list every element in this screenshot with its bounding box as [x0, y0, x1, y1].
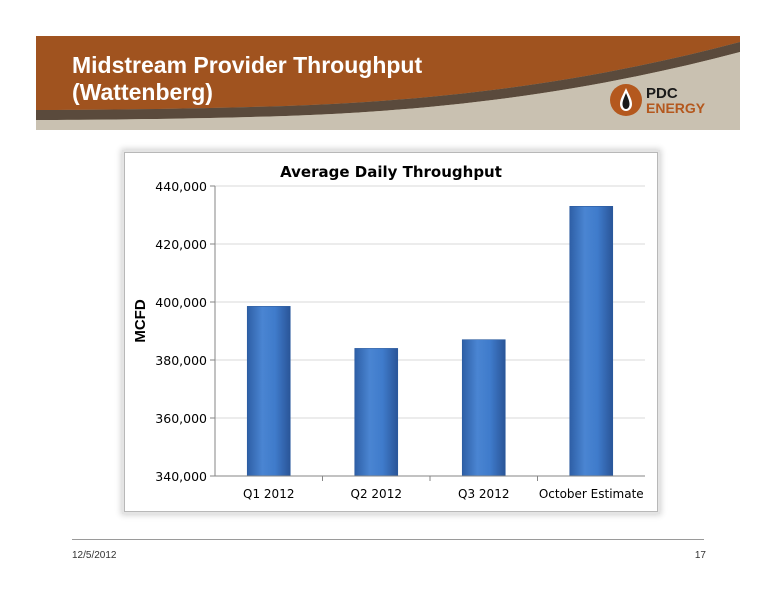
y-tick-label: 340,000 [155, 469, 207, 484]
logo-text-pdc: PDC [646, 85, 678, 102]
y-tick-label: 380,000 [155, 353, 207, 368]
x-tick-label: Q1 2012 [243, 487, 294, 501]
logo-text-energy: ENERGY [646, 100, 706, 116]
y-tick-labels: 340,000 360,000 380,000 400,000 420,000 440,0… [155, 179, 207, 484]
slide-title-line2: (Wattenberg) [72, 79, 213, 105]
x-tick-label: Q2 2012 [351, 487, 402, 501]
chart-frame: Average Daily Throughput MCFD 340,000 360… [124, 152, 658, 512]
y-tick-label: 420,000 [155, 237, 207, 252]
bar [246, 306, 291, 477]
drop-inner-icon [622, 93, 630, 109]
bar [569, 205, 614, 477]
x-tick-labels: Q1 2012 Q2 2012 Q3 2012 October Estimate [243, 476, 644, 501]
footer-date: 12/5/2012 [72, 550, 117, 561]
y-tick-label: 440,000 [155, 179, 207, 194]
bars [246, 205, 614, 477]
x-tick-label: Q3 2012 [458, 487, 509, 501]
x-tick-label: October Estimate [539, 487, 644, 501]
bar [354, 348, 399, 477]
banner-dark-swoosh [36, 42, 740, 120]
y-tick-label: 360,000 [155, 411, 207, 426]
banner-brown-shape [36, 36, 740, 110]
pdc-energy-logo: PDC ENERGY [610, 84, 706, 116]
y-tick-label: 400,000 [155, 295, 207, 310]
chart-title: Average Daily Throughput [280, 163, 502, 181]
bar-chart: Average Daily Throughput MCFD 340,000 360… [132, 163, 645, 501]
page-number: 17 [694, 550, 706, 561]
y-axis-label: MCFD [132, 299, 149, 342]
slide-title-line1: Midstream Provider Throughput [72, 52, 423, 78]
bar [461, 339, 506, 477]
banner-light-swoosh [36, 52, 740, 130]
slide-title: Midstream Provider Throughput (Wattenber… [72, 52, 422, 106]
footer-divider [72, 539, 704, 540]
title-banner [36, 36, 740, 130]
